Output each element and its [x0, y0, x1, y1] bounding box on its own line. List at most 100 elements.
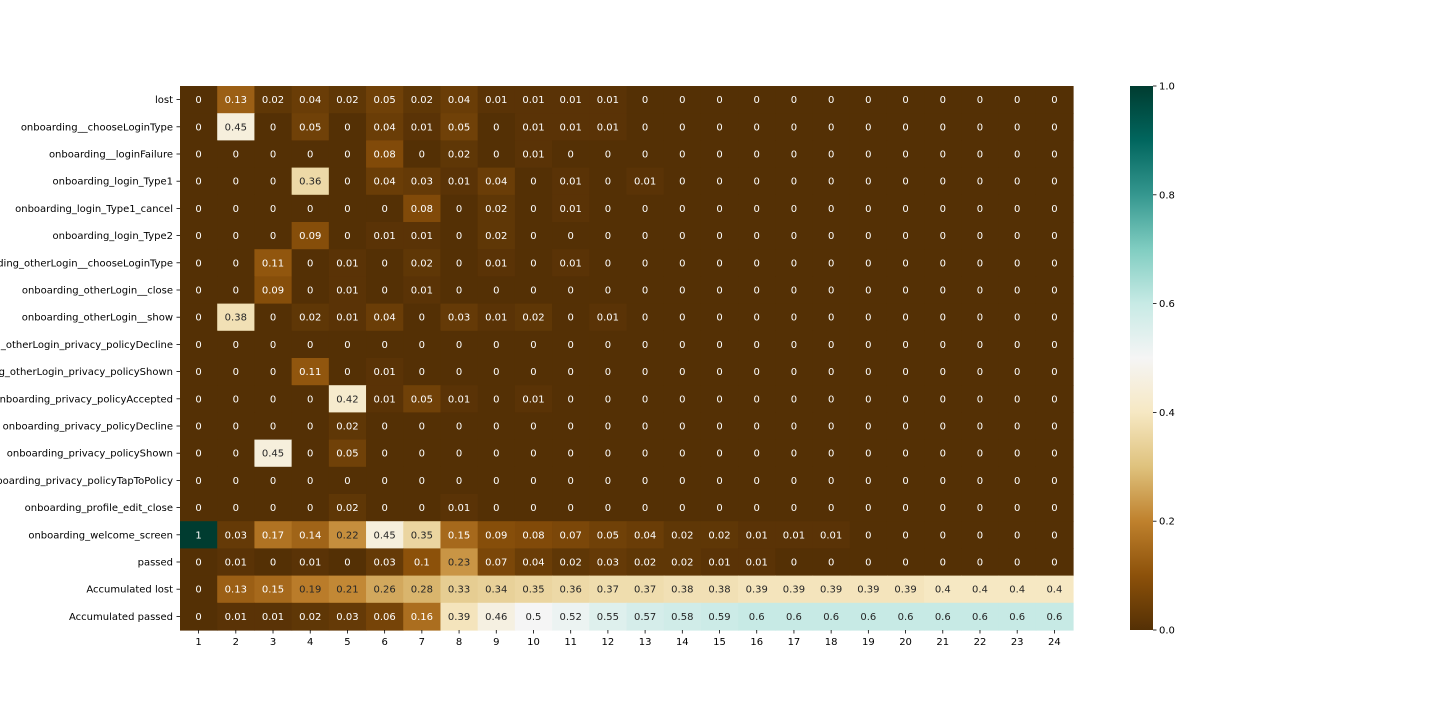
- heatmap-cell: [514, 330, 553, 359]
- cell-value-label: 0: [977, 340, 983, 351]
- cell-value-label: 0: [381, 286, 387, 297]
- heatmap-cell: [663, 222, 702, 250]
- cell-value-label: 0: [195, 422, 201, 433]
- cell-value-label: 0: [1051, 313, 1057, 324]
- heatmap-cell: [738, 222, 776, 250]
- heatmap-cell: [217, 167, 256, 196]
- heatmap-cell: [403, 548, 442, 577]
- heatmap-cell: [886, 358, 925, 386]
- cell-value-label: 0: [940, 503, 946, 514]
- cell-value-label: 0: [419, 449, 425, 460]
- heatmap-cell: [477, 86, 516, 114]
- cell-value-label: 0.35: [411, 530, 433, 541]
- cell-value-label: 0.01: [485, 258, 507, 269]
- cell-value-label: 0: [195, 231, 201, 242]
- heatmap-cell: [812, 439, 851, 468]
- cell-value-label: 0: [493, 150, 499, 161]
- heatmap-cell: [403, 602, 442, 631]
- cell-value-label: 0: [828, 204, 834, 215]
- cell-value-label: 0: [195, 558, 201, 569]
- cell-value-label: 0: [679, 313, 685, 324]
- cell-value-label: 0: [381, 476, 387, 487]
- cell-value-label: 0.01: [560, 204, 582, 215]
- cell-value-label: 0: [270, 231, 276, 242]
- heatmap-cell: [589, 276, 628, 305]
- heatmap-cell: [700, 602, 739, 631]
- heatmap-cell: [924, 167, 962, 196]
- cell-value-label: 0.4: [972, 585, 988, 596]
- cell-value-label: 0: [716, 449, 722, 460]
- cell-value-label: 0: [865, 150, 871, 161]
- cell-value-label: 0: [270, 558, 276, 569]
- cell-value-label: 0: [791, 558, 797, 569]
- cell-value-label: 0.38: [708, 585, 730, 596]
- heatmap-cell: [589, 412, 628, 441]
- heatmap-cell: [589, 249, 628, 277]
- heatmap-cell: [254, 358, 293, 386]
- cell-value-label: 0: [568, 503, 574, 514]
- heatmap-cell: [217, 140, 256, 169]
- heatmap-cell: [998, 385, 1037, 413]
- cell-value-label: 0.03: [448, 313, 470, 324]
- y-tick-label: onboarding_login_Type1: [53, 177, 174, 188]
- cell-value-label: 0: [307, 258, 313, 269]
- cell-value-label: 0: [1051, 204, 1057, 215]
- heatmap-cell: [291, 548, 330, 577]
- heatmap-cell: [663, 439, 702, 468]
- heatmap-cell: [328, 86, 367, 114]
- cell-value-label: 0: [791, 476, 797, 487]
- heatmap-cell: [961, 575, 1000, 604]
- heatmap-cell: [663, 113, 702, 141]
- heatmap-cell: [886, 494, 925, 522]
- cell-value-label: 0.39: [783, 585, 805, 596]
- heatmap-cell: [328, 439, 367, 468]
- heatmap-cell: [366, 412, 404, 441]
- heatmap-cell: [961, 521, 1000, 549]
- cell-value-label: 0.57: [634, 612, 656, 623]
- cell-value-label: 0: [902, 231, 908, 242]
- cell-value-label: 0: [791, 231, 797, 242]
- y-tick-label: onboarding_privacy_policyShown: [7, 449, 173, 460]
- heatmap-cell: [663, 276, 702, 305]
- heatmap-cell: [775, 140, 814, 169]
- heatmap-cell: [552, 222, 590, 250]
- cell-value-label: 0: [195, 394, 201, 405]
- heatmap-cell: [366, 548, 404, 577]
- heatmap-cell: [514, 548, 553, 577]
- y-tick-label: onboarding_welcome_screen: [28, 530, 173, 541]
- heatmap-cell: [849, 86, 888, 114]
- heatmap-cell: [477, 140, 516, 169]
- cell-value-label: 0: [902, 204, 908, 215]
- cell-value-label: 0.01: [597, 122, 619, 133]
- cell-value-label: 0: [493, 394, 499, 405]
- cell-value-label: 0: [791, 258, 797, 269]
- cell-value-label: 0.37: [597, 585, 619, 596]
- cell-value-label: 0.02: [336, 503, 358, 514]
- cell-value-label: 0: [716, 503, 722, 514]
- heatmap-cell: [738, 548, 776, 577]
- heatmap-cell: [552, 548, 590, 577]
- cell-value-label: 0: [344, 476, 350, 487]
- heatmap-cell: [626, 113, 665, 141]
- heatmap-cell: [886, 140, 925, 169]
- cell-value-label: 0: [642, 258, 648, 269]
- heatmap-cell: [328, 548, 367, 577]
- colorbar-tick-label: 0.8: [1159, 190, 1175, 201]
- heatmap-cell: [254, 249, 293, 277]
- heatmap-cell: [366, 602, 404, 631]
- heatmap-cell: [589, 521, 628, 549]
- cell-value-label: 0: [828, 422, 834, 433]
- cell-value-label: 0: [530, 367, 536, 378]
- cell-value-label: 0: [307, 449, 313, 460]
- cell-value-label: 0: [977, 258, 983, 269]
- heatmap-cell: [1035, 439, 1074, 468]
- cell-value-label: 0: [865, 476, 871, 487]
- cell-value-label: 0: [977, 449, 983, 460]
- cell-value-label: 0: [977, 150, 983, 161]
- heatmap-cell: [626, 86, 665, 114]
- cell-value-label: 0.01: [374, 394, 396, 405]
- heatmap-cell: [291, 113, 330, 141]
- x-tick-label: 19: [862, 637, 875, 648]
- heatmap-cell: [552, 521, 590, 549]
- heatmap-cell: [812, 521, 851, 549]
